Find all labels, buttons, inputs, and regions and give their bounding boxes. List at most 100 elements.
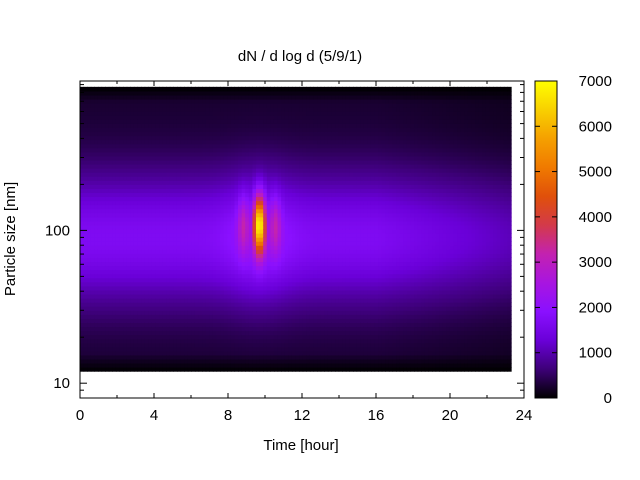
heatmap-cell	[105, 269, 110, 275]
heatmap-cell	[155, 277, 160, 283]
heatmap-cell	[162, 192, 167, 198]
heatmap-cell	[209, 358, 214, 364]
heatmap-cell	[317, 257, 322, 263]
heatmap-cell	[191, 269, 196, 275]
heatmap-cell	[115, 350, 121, 356]
heatmap-cell	[151, 212, 157, 218]
heatmap-cell	[130, 342, 135, 348]
heatmap-cell	[248, 204, 254, 210]
heatmap-cell	[299, 281, 304, 287]
heatmap-cell	[299, 293, 304, 299]
heatmap-cell	[295, 115, 300, 120]
heatmap-cell	[191, 237, 196, 242]
heatmap-cell	[234, 326, 239, 332]
heatmap-cell	[324, 326, 329, 332]
heatmap-cell	[270, 358, 275, 364]
heatmap-cell	[306, 163, 311, 169]
heatmap-cell	[148, 176, 153, 181]
heatmap-cell	[191, 354, 196, 360]
heatmap-cell	[148, 249, 153, 254]
heatmap-cell	[115, 302, 121, 307]
heatmap-cell	[97, 155, 103, 161]
heatmap-cell	[80, 228, 85, 234]
heatmap-cell	[166, 285, 171, 291]
heatmap-cell	[115, 338, 121, 344]
heatmap-cell	[166, 224, 171, 230]
heatmap-cell	[220, 119, 225, 124]
heatmap-cell	[295, 188, 300, 194]
heatmap-cell	[194, 257, 200, 263]
heatmap-cell	[166, 131, 171, 137]
heatmap-cell	[187, 220, 192, 226]
heatmap-cell	[144, 208, 149, 214]
heatmap-cell	[97, 273, 103, 279]
heatmap-cell	[302, 99, 307, 104]
heatmap-cell	[130, 151, 135, 157]
heatmap-cell	[115, 200, 121, 206]
heatmap-cell	[90, 147, 95, 153]
heatmap-cell	[295, 228, 300, 234]
heatmap-cell	[270, 233, 275, 238]
heatmap-cell	[227, 135, 232, 141]
heatmap-cell	[148, 196, 153, 202]
heatmap-cell	[317, 159, 322, 165]
heatmap-cell	[295, 265, 300, 271]
heatmap-cell	[176, 139, 182, 145]
heatmap-cell	[230, 367, 236, 372]
heatmap-cell	[101, 265, 106, 271]
heatmap-cell	[263, 358, 268, 364]
heatmap-cell	[230, 342, 236, 348]
heatmap-cell	[245, 342, 250, 348]
heatmap-cell	[299, 228, 304, 234]
heatmap-cell	[108, 293, 113, 299]
heatmap-cell	[112, 184, 117, 189]
heatmap-cell	[256, 159, 261, 165]
heatmap-cell	[144, 107, 149, 112]
heatmap-cell	[302, 139, 307, 145]
heatmap-cell	[259, 298, 264, 303]
heatmap-cell	[263, 220, 268, 226]
heatmap-cell	[126, 281, 131, 287]
heatmap-cell	[105, 237, 110, 242]
heatmap-cell	[299, 99, 304, 104]
heatmap-cell	[94, 168, 99, 173]
heatmap-cell	[209, 228, 214, 234]
heatmap-cell	[137, 342, 142, 348]
heatmap-cell	[256, 269, 261, 275]
heatmap-cell	[126, 94, 131, 100]
heatmap-cell	[162, 281, 167, 287]
heatmap-cell	[94, 285, 99, 291]
heatmap-cell	[169, 184, 174, 189]
heatmap-cell	[238, 180, 243, 185]
heatmap-cell	[148, 135, 153, 141]
heatmap-cell	[108, 350, 113, 356]
heatmap-cell	[313, 289, 318, 295]
heatmap-cell	[227, 269, 232, 275]
heatmap-cell	[291, 155, 297, 161]
heatmap-cell	[209, 318, 214, 323]
heatmap-cell	[266, 298, 271, 303]
heatmap-cell	[90, 155, 95, 161]
heatmap-cell	[101, 155, 106, 161]
heatmap-cell	[108, 265, 113, 271]
heatmap-cell	[223, 330, 228, 336]
heatmap-cell	[112, 220, 117, 226]
heatmap-cell	[252, 123, 257, 129]
heatmap-cell	[144, 249, 149, 254]
heatmap-cell	[144, 139, 149, 145]
heatmap-cell	[166, 176, 171, 181]
heatmap-cell	[137, 224, 142, 230]
heatmap-cell	[324, 245, 329, 250]
heatmap-cell	[166, 123, 171, 129]
heatmap-cell	[194, 147, 200, 153]
heatmap-cell	[245, 172, 250, 177]
heatmap-cell	[220, 253, 225, 258]
heatmap-cell	[105, 111, 110, 116]
heatmap-cell	[331, 131, 336, 137]
heatmap-cell	[119, 216, 124, 222]
heatmap-cell	[202, 119, 207, 124]
heatmap-cell	[331, 269, 336, 275]
heatmap-cell	[209, 265, 214, 271]
heatmap-cell	[198, 192, 203, 198]
heatmap-cell	[320, 184, 325, 189]
